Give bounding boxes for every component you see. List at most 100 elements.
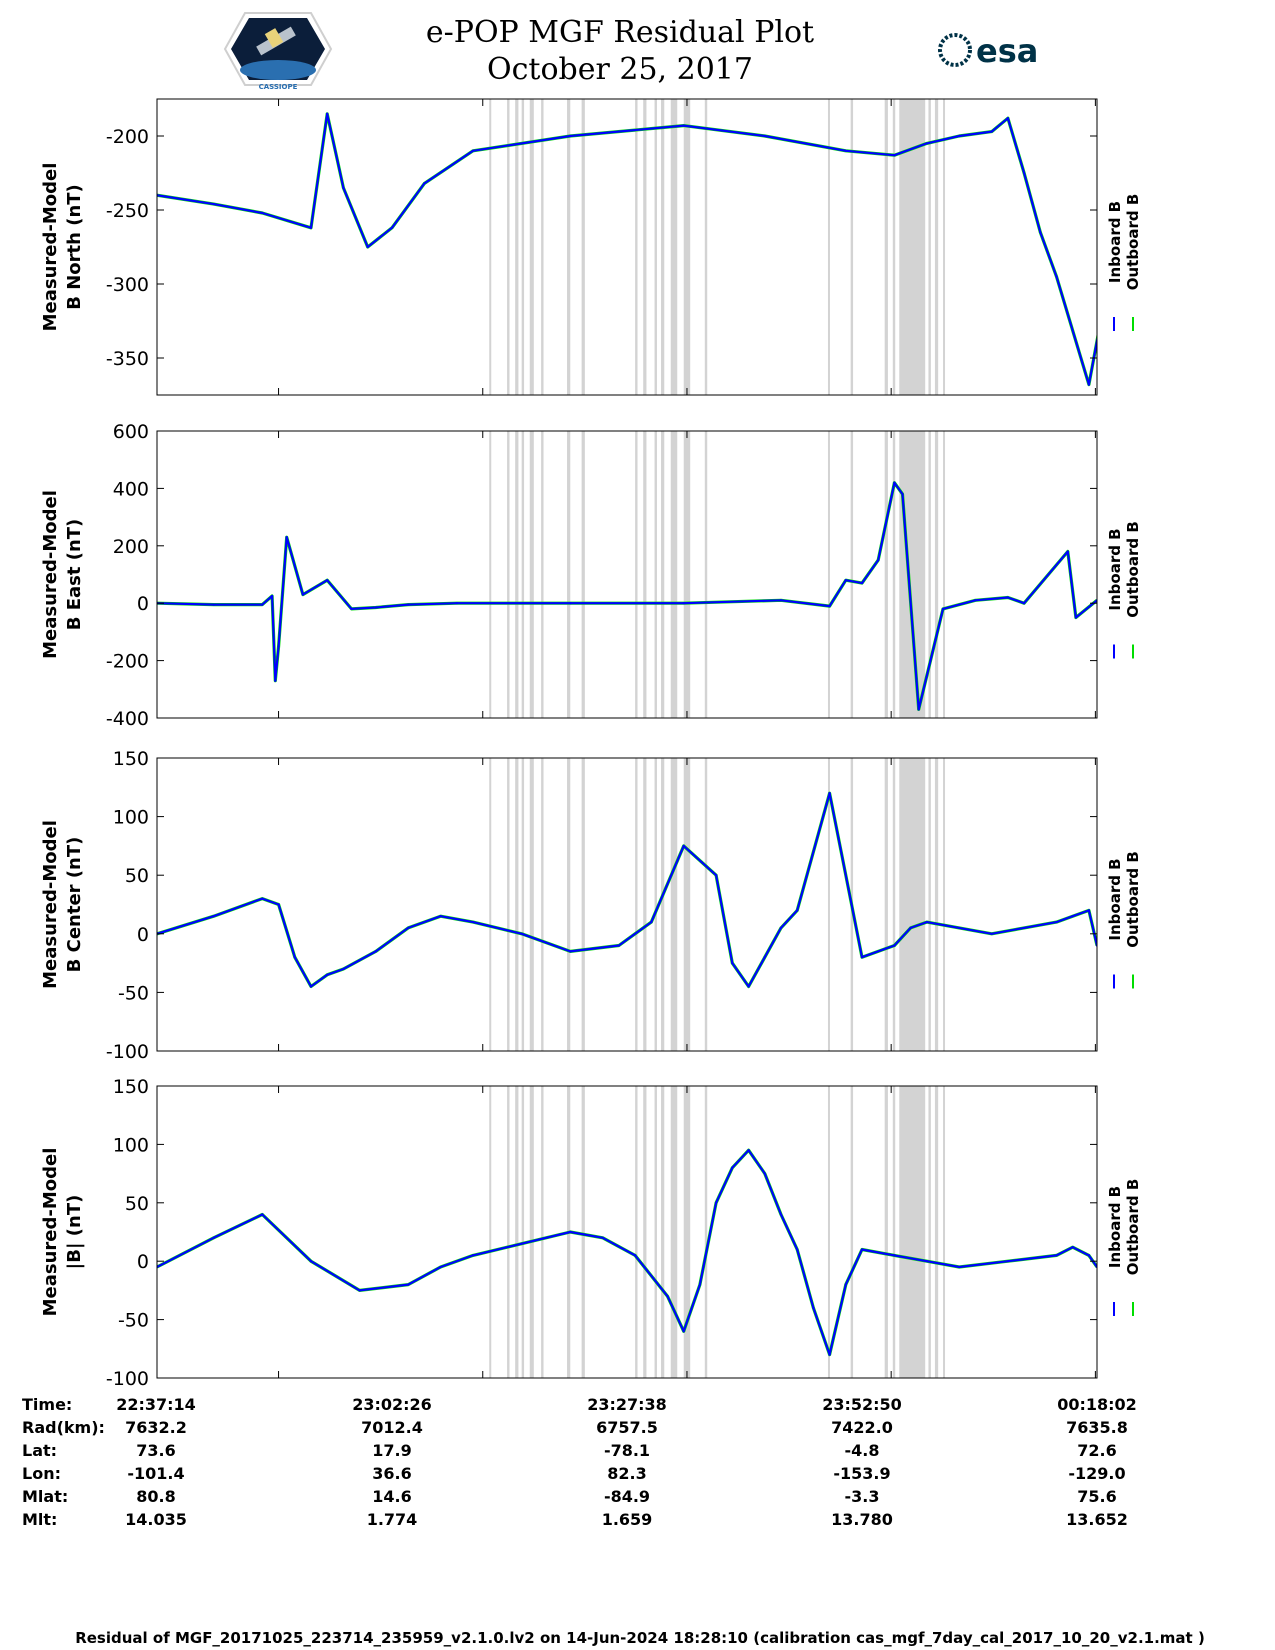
data-point [301,593,305,596]
shaded-intervals [489,99,946,395]
y-axis-label-line2: B East (nT) [64,519,85,631]
data-point [1087,1254,1091,1257]
data-point [682,124,685,127]
data-point [261,211,264,215]
data-point [795,909,799,912]
info-cell: -4.8 [845,1441,880,1460]
y-axis-label-line1: Measured-Model [40,163,61,332]
info-table: Time: 22:37:14 23:02:26 23:27:38 23:52:50 00:… [22,1395,1137,1529]
data-points [157,112,1187,386]
data-point [958,134,961,138]
shaded-interval [928,758,931,1051]
data-point [763,956,766,959]
shaded-interval [850,1086,854,1378]
data-point [909,926,912,930]
shaded-interval [654,431,657,718]
data-point [828,791,831,795]
data-point [893,154,896,157]
data-point [747,1149,750,1152]
shaded-interval [567,431,571,718]
data-point [828,1353,831,1356]
shaded-interval [521,99,525,395]
data-point [1055,920,1058,924]
data-point [844,149,847,152]
plot-frame [156,1085,1098,1379]
data-point [1185,191,1187,193]
data-point [925,920,929,924]
data-point [261,603,264,606]
shaded-interval [507,99,510,395]
y-tick-label: 400 [113,478,149,500]
panel-2: 600 400 200 0 -200 -400 Measured-Model B East (… [40,421,1142,730]
shaded-interval [683,758,691,1051]
legend-inboard-label: Inboard B [1106,858,1124,940]
shaded-interval [635,1086,638,1378]
y-tick-label: 50 [125,865,149,887]
shaded-interval [581,758,585,1051]
shaded-interval [934,99,939,395]
shaded-interval [489,758,492,1051]
series-group [157,112,1097,387]
data-point [1022,171,1026,175]
info-cell: -101.4 [127,1464,184,1483]
data-points [157,1149,1097,1356]
shaded-interval [489,99,492,395]
data-point [666,1295,669,1298]
data-point [925,142,929,145]
data-point [212,202,215,206]
legend-inboard-label: Inboard B [1106,528,1124,610]
shaded-interval [928,1086,931,1378]
legend: Inboard B Outboard B [1106,194,1142,291]
cassiope-logo: CASSIOPE [223,12,333,91]
info-cell: 13.652 [1066,1510,1128,1529]
shaded-interval [515,1086,519,1378]
shaded-interval [654,758,657,1051]
data-point [763,1172,766,1175]
y-tick-label: -250 [106,200,149,222]
data-point [917,708,920,711]
y-axis-label: Measured-Model B Center (nT) [40,820,85,989]
data-point [682,602,685,605]
y-tick-label: -100 [106,1368,149,1390]
shaded-interval [850,431,854,718]
y-tick-label: 100 [113,807,149,829]
chart-title: e-POP MGF Residual Plot [426,15,814,50]
info-cell: 23:52:50 [822,1395,902,1414]
info-cell: -153.9 [833,1464,890,1483]
data-point [407,1283,410,1286]
y-tick-label: 200 [113,536,149,558]
chart-subtitle: October 25, 2017 [487,52,753,87]
legend: Inboard B Outboard B [1106,1179,1142,1276]
data-point [1066,550,1070,553]
y-tick-label: -350 [106,348,149,370]
shaded-interval [704,431,708,718]
shaded-interval [670,99,678,395]
shaded-interval [489,1086,492,1378]
data-point [1006,117,1010,120]
shaded-interval [507,758,510,1051]
legend-inboard-label: Inboard B [1106,201,1124,283]
data-point [471,149,475,152]
data-point [309,1260,313,1263]
data-point [682,1330,685,1333]
data-point [309,985,313,988]
shaded-interval [943,99,946,395]
shaded-interval [507,1086,510,1378]
plot-frame [156,430,1098,719]
data-point [325,973,329,977]
shaded-interval [521,1086,525,1378]
shaded-interval [541,99,544,395]
data-point [860,581,864,585]
shaded-interval [934,1086,939,1378]
shaded-interval [884,1086,888,1378]
data-point [1039,231,1042,234]
legend-outboard-label: Outboard B [1124,521,1142,618]
shaded-interval [541,431,544,718]
info-cell: -84.9 [604,1487,650,1506]
y-tick-label: 0 [137,593,149,615]
data-point [407,926,410,930]
data-point [1006,596,1010,599]
info-cell: 14.035 [125,1510,187,1529]
data-point [779,1213,783,1216]
